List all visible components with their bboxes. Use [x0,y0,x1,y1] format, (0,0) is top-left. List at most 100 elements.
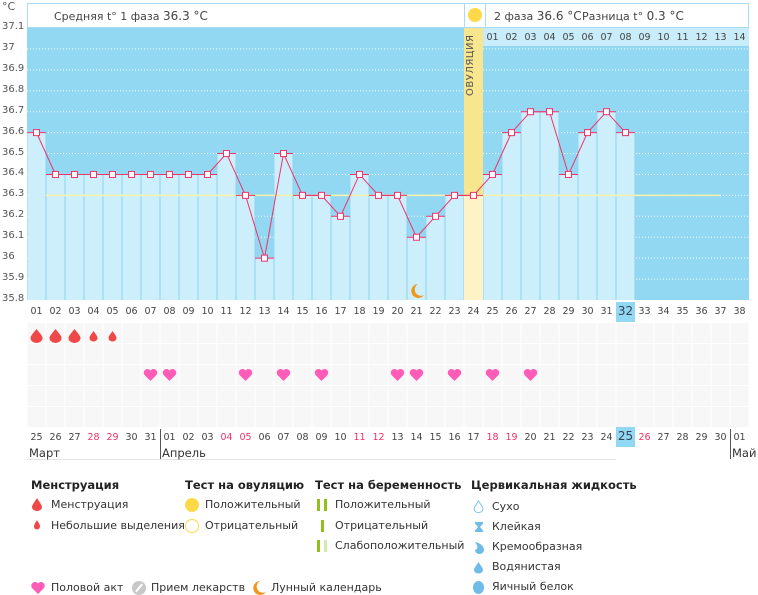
marker-cell [521,323,540,343]
marker-cell [407,323,426,343]
marker-cell [160,344,179,364]
temperature-point [565,170,572,178]
marker-cell [179,323,198,343]
current-day-highlight [616,302,635,322]
temperature-bar [65,174,84,300]
spotting-drop-icon [89,331,98,342]
marker-cell [122,407,141,427]
phase1-label: Средняя t° 1 фаза [54,10,160,23]
legend-ovulation-negative: Отрицательный [205,519,299,532]
temperature-point [71,170,78,178]
marker-cell [255,407,274,427]
temperature-point [375,191,382,199]
phase2-day-label: 12 [695,32,708,43]
marker-cell [654,386,673,406]
marker-cell [521,407,540,427]
x-tick-label: 27 [524,306,537,317]
marker-cell [198,344,217,364]
marker-cell [692,365,711,385]
marker-cell [635,323,654,343]
marker-cell [540,365,559,385]
marker-cell [635,407,654,427]
temperature-bar [445,195,464,300]
x-tick-label: 38 [733,306,746,317]
marker-cell [350,365,369,385]
marker-cell [540,407,559,427]
intercourse-heart-icon [276,369,291,381]
marker-cell [502,344,521,364]
marker-cell [635,344,654,364]
marker-cell [141,323,160,343]
x-tick-label: 09 [182,306,195,317]
temperature-bar [293,195,312,300]
date-label: 01 [733,432,746,443]
marker-cell [673,323,692,343]
marker-cell [293,344,312,364]
marker-cell [502,407,521,427]
phase2-day-label: 11 [676,32,689,43]
date-label: 14 [410,432,423,443]
marker-cell [160,407,179,427]
marker-cell [559,365,578,385]
marker-cell [217,323,236,343]
temperature-point [489,170,496,178]
marker-cell [84,344,103,364]
temperature-point [432,212,439,220]
marker-cell [521,386,540,406]
phase2-value: 36.6 °C [536,9,582,23]
marker-cell [483,386,502,406]
date-label: 10 [334,432,347,443]
cervical-eggwhite-icon [473,581,484,594]
temperature-point [337,212,344,220]
date-label: 22 [562,432,575,443]
marker-cell [407,407,426,427]
temperature-point [470,191,477,199]
temperature-point [356,170,363,178]
marker-cell [464,323,483,343]
marker-cell [179,344,198,364]
temperature-bar [160,174,179,300]
marker-cell [654,323,673,343]
legend-menstruation: Менструация [51,498,129,511]
marker-cell [350,386,369,406]
marker-cell [141,386,160,406]
temperature-bar [502,132,521,300]
marker-cell [616,323,635,343]
marker-cell [540,344,559,364]
legend-lunar: Лунный календарь [271,581,382,594]
temperature-point [109,170,116,178]
marker-cell [65,344,84,364]
phase2-header-bg [483,28,749,46]
date-label: 09 [315,432,328,443]
marker-cell [426,323,445,343]
temperature-bar [179,174,198,300]
marker-cell [521,344,540,364]
marker-cell [198,365,217,385]
phase2-label: 2 фаза [494,10,534,23]
x-tick-label: 30 [581,306,594,317]
intercourse-heart-icon [162,369,177,381]
date-label: 01 [163,432,176,443]
cervical-creamy-icon [475,542,484,554]
date-label: 25 [30,432,43,443]
y-tick-label: 35.8 [2,293,25,304]
marker-cell [27,386,46,406]
marker-cell [711,386,730,406]
intercourse-heart-icon [523,368,538,381]
marker-cell [426,386,445,406]
temperature-point [451,191,458,199]
ovulation-column-lower [464,195,483,300]
marker-cell [483,344,502,364]
temperature-bar [255,258,274,300]
phase2-day-label: 09 [638,32,651,43]
marker-cell [730,365,749,385]
x-tick-label: 31 [600,306,613,317]
date-label: 29 [695,432,708,443]
legend-menstruation-title: Менструация [31,478,120,492]
marker-cell [445,323,464,343]
x-tick-label: 35 [676,306,689,317]
legend-pregnancy-negative: Отрицательный [335,519,429,532]
legend-cervical-title: Цервикальная жидкость [471,478,637,492]
x-tick-label: 33 [638,306,651,317]
date-label: 17 [467,432,480,443]
